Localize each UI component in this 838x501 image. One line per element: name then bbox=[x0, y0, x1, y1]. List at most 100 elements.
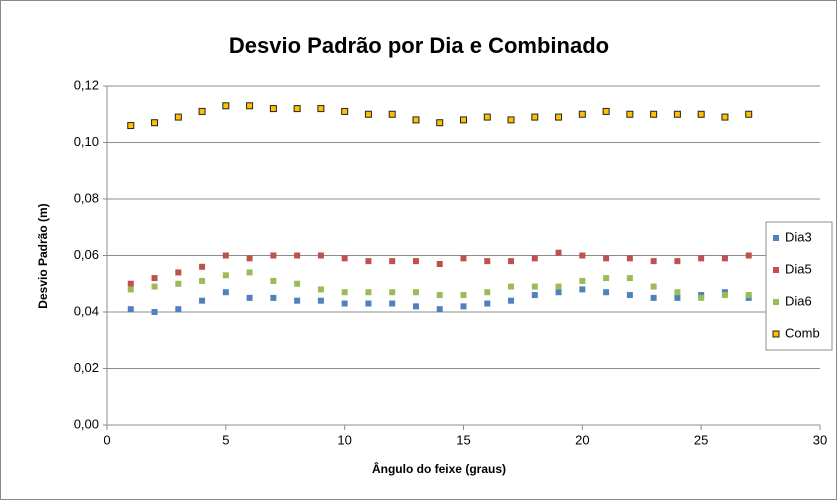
point bbox=[745, 292, 752, 299]
point bbox=[317, 286, 324, 293]
x-tick-label: 5 bbox=[222, 432, 229, 447]
point bbox=[246, 294, 253, 301]
x-tick-label: 30 bbox=[813, 432, 827, 447]
point bbox=[317, 252, 324, 259]
point bbox=[579, 286, 586, 293]
point bbox=[508, 297, 515, 304]
point bbox=[222, 289, 229, 296]
point bbox=[412, 116, 420, 124]
point bbox=[603, 255, 610, 262]
point bbox=[317, 105, 325, 113]
point bbox=[222, 272, 229, 279]
point bbox=[174, 113, 182, 121]
point bbox=[507, 116, 515, 124]
x-axis-title: Ângulo do feixe (graus) bbox=[372, 461, 506, 476]
point bbox=[365, 300, 372, 307]
point bbox=[626, 110, 634, 118]
point bbox=[294, 280, 301, 287]
point bbox=[508, 283, 515, 290]
point bbox=[270, 252, 277, 259]
point bbox=[175, 306, 182, 313]
point bbox=[626, 292, 633, 299]
point bbox=[673, 110, 681, 118]
point bbox=[745, 110, 753, 118]
legend-label: Dia6 bbox=[785, 293, 812, 308]
point bbox=[745, 252, 752, 259]
point bbox=[603, 289, 610, 296]
point bbox=[127, 286, 134, 293]
point bbox=[389, 289, 396, 296]
point bbox=[697, 110, 705, 118]
legend-box bbox=[765, 221, 833, 351]
point bbox=[222, 252, 229, 259]
point bbox=[650, 110, 658, 118]
point bbox=[531, 283, 538, 290]
point bbox=[151, 119, 159, 127]
point bbox=[555, 283, 562, 290]
point bbox=[294, 297, 301, 304]
point bbox=[270, 277, 277, 284]
y-tick-label: 0,02 bbox=[74, 360, 99, 375]
point bbox=[151, 309, 158, 315]
point bbox=[436, 292, 443, 299]
point bbox=[412, 258, 419, 265]
point bbox=[531, 255, 538, 262]
point bbox=[436, 260, 443, 267]
point bbox=[602, 107, 610, 115]
point bbox=[246, 255, 253, 262]
point bbox=[531, 113, 539, 121]
point bbox=[294, 252, 301, 259]
point bbox=[175, 269, 182, 276]
point bbox=[436, 306, 443, 313]
x-tick-label: 20 bbox=[575, 432, 589, 447]
point bbox=[293, 105, 301, 113]
point bbox=[412, 289, 419, 296]
point bbox=[412, 303, 419, 310]
point bbox=[317, 297, 324, 304]
point bbox=[508, 258, 515, 265]
point bbox=[246, 269, 253, 276]
point bbox=[650, 258, 657, 265]
point bbox=[721, 113, 729, 121]
point bbox=[365, 289, 372, 296]
point bbox=[269, 105, 277, 113]
point bbox=[698, 294, 705, 301]
point bbox=[484, 289, 491, 296]
point bbox=[460, 255, 467, 262]
point bbox=[341, 255, 348, 262]
point bbox=[484, 258, 491, 265]
point bbox=[436, 119, 444, 127]
x-tick-label: 10 bbox=[337, 432, 351, 447]
x-tick-label: 15 bbox=[456, 432, 470, 447]
point bbox=[175, 280, 182, 287]
y-axis-title: Desvio Padrão (m) bbox=[36, 203, 50, 308]
x-tick-label: 0 bbox=[103, 432, 110, 447]
point bbox=[674, 294, 681, 301]
point bbox=[270, 294, 277, 301]
point bbox=[460, 116, 467, 124]
point bbox=[199, 297, 206, 304]
point bbox=[341, 289, 348, 296]
point bbox=[199, 263, 206, 270]
point bbox=[151, 275, 158, 282]
y-tick-label: 0,00 bbox=[74, 416, 99, 431]
point bbox=[721, 255, 728, 262]
point bbox=[674, 289, 681, 296]
point bbox=[460, 292, 467, 299]
point bbox=[460, 303, 467, 310]
point bbox=[364, 110, 372, 118]
point bbox=[483, 113, 491, 121]
point bbox=[555, 249, 562, 256]
point bbox=[127, 122, 135, 130]
point bbox=[626, 255, 633, 262]
point bbox=[626, 275, 633, 282]
point bbox=[579, 277, 586, 284]
point bbox=[127, 280, 134, 287]
point bbox=[531, 292, 538, 299]
y-tick-label: 0,12 bbox=[74, 77, 99, 92]
point bbox=[698, 255, 705, 262]
point bbox=[555, 289, 562, 296]
chart-title: Desvio Padrão por Dia e Combinado bbox=[229, 33, 609, 58]
